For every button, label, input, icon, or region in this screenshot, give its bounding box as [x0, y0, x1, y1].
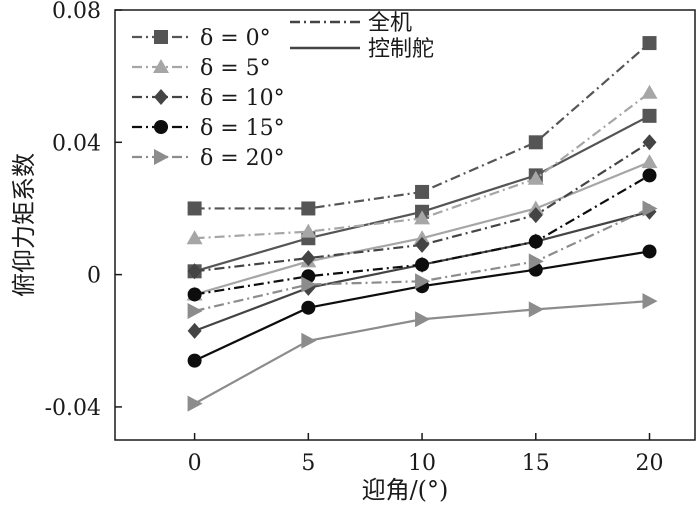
legend-label: δ = 15° — [200, 116, 285, 141]
data-point-full-aircraft — [642, 134, 657, 151]
legend-label: δ = 5° — [200, 56, 271, 81]
data-point-full-aircraft — [186, 230, 203, 245]
legend-marker — [154, 89, 168, 105]
series-layer — [186, 36, 658, 412]
data-point-full-aircraft — [528, 234, 543, 249]
data-point-full-aircraft — [301, 201, 316, 216]
y-tick-label: 0.08 — [52, 0, 101, 24]
data-point-full-aircraft — [415, 184, 430, 199]
data-point-control-surface — [301, 332, 317, 349]
data-point-full-aircraft — [415, 257, 430, 272]
y-tick-label: -0.04 — [45, 396, 101, 421]
x-tick-label: 20 — [636, 451, 664, 476]
legend-label: δ = 10° — [200, 86, 285, 111]
plot-area — [114, 9, 696, 441]
legend-marker — [154, 149, 169, 165]
legend-label: δ = 0° — [200, 26, 271, 51]
series-group — [187, 200, 658, 412]
data-point-control-surface — [187, 322, 202, 339]
data-point-full-aircraft — [528, 207, 543, 224]
data-point-full-aircraft — [187, 287, 202, 302]
legend-marker — [154, 120, 168, 134]
data-point-full-aircraft — [301, 250, 316, 267]
data-point-full-aircraft — [187, 303, 203, 319]
y-tick-label: 0.04 — [52, 131, 101, 156]
data-point-control-surface — [528, 301, 544, 318]
data-point-full-aircraft — [528, 253, 544, 270]
x-tick-label: 10 — [408, 451, 436, 476]
legend-marker — [153, 59, 169, 73]
data-point-full-aircraft — [415, 273, 431, 290]
data-point-full-aircraft — [642, 168, 657, 183]
data-point-full-aircraft — [641, 84, 658, 99]
data-point-full-aircraft — [187, 201, 202, 216]
plot-frame — [114, 9, 696, 441]
series-line-control-surface — [194, 161, 650, 296]
y-tick-label: 0 — [87, 264, 101, 289]
y-axis-title: 俯仰力矩系数 — [10, 153, 38, 297]
y-axis-ticks: -0.04 0 0.04 0.08 — [45, 0, 122, 421]
data-point-control-surface — [301, 300, 316, 315]
legend-label: δ = 20° — [200, 146, 285, 171]
x-tick-label: 15 — [522, 451, 550, 476]
legend-style-label: 控制舵 — [368, 37, 434, 62]
x-axis-title: 迎角/(°) — [362, 476, 449, 504]
data-point-full-aircraft — [642, 200, 658, 217]
data-point-full-aircraft — [642, 36, 657, 51]
data-point-control-surface — [187, 395, 203, 412]
data-point-full-aircraft — [301, 276, 317, 293]
x-tick-label: 5 — [301, 451, 315, 476]
data-point-full-aircraft — [528, 135, 543, 150]
data-point-full-aircraft — [300, 223, 317, 238]
x-axis-ticks: 0 5 10 15 20 — [188, 433, 664, 476]
series-line-full-aircraft — [194, 207, 650, 313]
data-point-control-surface — [642, 244, 657, 259]
x-tick-label: 0 — [188, 451, 202, 476]
data-point-full-aircraft — [187, 263, 202, 280]
data-point-control-surface — [187, 353, 202, 368]
legend-style-label: 全机 — [368, 11, 412, 36]
data-point-full-aircraft — [414, 210, 431, 225]
data-point-control-surface — [642, 108, 657, 123]
data-point-control-surface — [642, 293, 658, 310]
data-point-control-surface — [641, 154, 658, 169]
legend-marker — [154, 30, 168, 44]
data-point-full-aircraft — [527, 170, 544, 185]
data-point-control-surface — [415, 311, 431, 328]
data-point-full-aircraft — [415, 236, 430, 253]
